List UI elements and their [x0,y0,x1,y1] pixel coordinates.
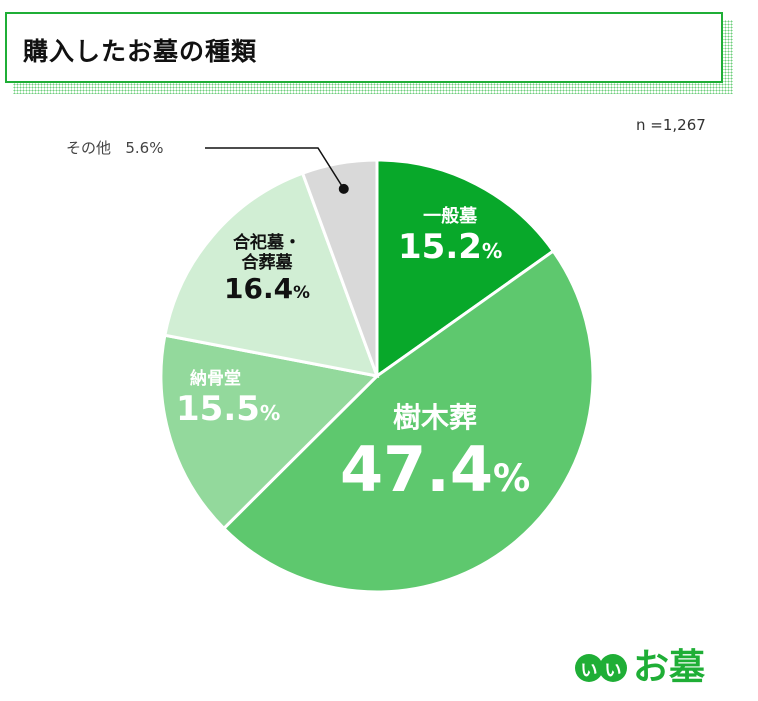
slice-value: 16.4 [224,272,294,306]
slice-label: その他 [66,139,112,157]
unit: % [149,139,164,157]
slice-label: 合葬墓 [241,252,293,273]
pie-slice-3 [163,171,380,378]
leader-line [205,147,345,190]
slice-value: 47.4 [340,433,493,507]
label-nokotsudo: 納骨堂 15.5% [176,369,281,429]
label-other: その他 5.6% [66,137,163,158]
logo-dot: い [575,654,603,682]
logo-dot: い [599,654,627,682]
slice-label: 納骨堂 [190,369,241,389]
slice-label: 樹木葬 [392,401,477,434]
slice-value: 15.2 [398,226,482,267]
label-ippanbo: 一般墓 15.2% [398,206,503,267]
pie-slice-2 [159,333,381,531]
label-jumokuso: 樹木葬 47.4% [340,401,531,507]
logo-text: お墓 [633,647,706,688]
iiohaka-logo: い い お墓 [575,650,705,686]
unit: % [481,238,503,263]
pie-slice-1 [221,248,595,594]
slice-label: 一般墓 [423,206,478,227]
pie-slice-4 [300,158,379,377]
leader-dot [338,183,349,194]
chart-title: 購入したお墓の種類 [23,37,258,66]
label-goshibo: 合祀墓・ 合葬墓 16.4% [224,233,310,306]
slice-label: 合祀墓・ [232,233,301,253]
sample-size: n =1,267 [636,116,706,134]
slice-value: 15.5 [176,388,260,429]
unit: % [259,400,281,425]
slice-value: 5.6 [125,139,150,157]
title-box: 購入したお墓の種類 [5,12,723,83]
pie-slice-0 [375,158,556,379]
unit: % [293,282,310,303]
unit: % [492,456,531,501]
